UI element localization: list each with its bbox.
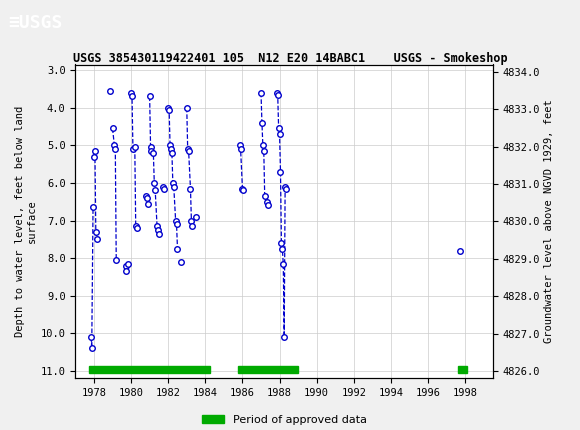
Text: ≡USGS: ≡USGS <box>9 14 63 31</box>
Bar <box>89 366 210 373</box>
Y-axis label: Depth to water level, feet below land
surface: Depth to water level, feet below land su… <box>15 106 37 337</box>
Text: USGS 385430119422401 105  N12 E20 14BABC1    USGS - Smokeshop: USGS 385430119422401 105 N12 E20 14BABC1… <box>72 52 508 65</box>
Bar <box>458 366 467 373</box>
Legend: Period of approved data: Period of approved data <box>197 411 371 429</box>
Bar <box>238 366 298 373</box>
Y-axis label: Groundwater level above NGVD 1929, feet: Groundwater level above NGVD 1929, feet <box>545 100 554 343</box>
